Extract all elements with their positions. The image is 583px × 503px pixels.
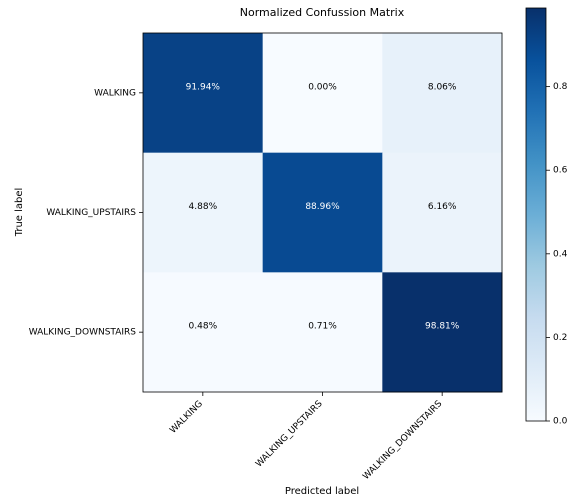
cell-value-label: 6.16% (428, 202, 457, 212)
x-axis-label: Predicted label (285, 486, 359, 497)
y-axis-label: True label (14, 188, 25, 238)
colorbar-tick-label: 0.0 (553, 417, 568, 427)
colorbar-tick-label: 0.4 (553, 249, 568, 259)
heatmap-cell (382, 33, 503, 154)
y-tick-label: WALKING_UPSTAIRS (46, 208, 136, 218)
cell-value-label: 98.81% (425, 322, 460, 332)
colorbar: 0.0 0.2 0.4 0.6 0.8 (525, 7, 568, 427)
heatmap-cell (262, 152, 383, 273)
cell-value-label: 0.00% (308, 82, 337, 92)
colorbar-tick-label: 0.8 (553, 82, 568, 92)
cell-value-label: 91.94% (186, 82, 221, 92)
cell-value-label: 88.96% (305, 202, 340, 212)
heatmap-cell (382, 152, 503, 273)
y-tick-label: WALKING (94, 88, 136, 98)
heatmap-cell (382, 272, 503, 393)
heatmap-cell (143, 152, 264, 273)
cell-value-label: 0.48% (189, 322, 218, 332)
heatmap-cell (262, 272, 383, 393)
x-tick-label: WALKING_UPSTAIRS (254, 399, 325, 470)
cell-value-label: 0.71% (308, 322, 337, 332)
chart-title: Normalized Confussion Matrix (240, 6, 405, 19)
y-axis: WALKING WALKING_UPSTAIRS WALKING_DOWNSTAIR… (29, 88, 143, 338)
colorbar-tick-label: 0.6 (553, 166, 568, 176)
heatmap-cell (143, 272, 264, 393)
cell-value-label: 8.06% (428, 82, 457, 92)
colorbar-ticks: 0.0 0.2 0.4 0.6 0.8 (546, 82, 568, 427)
heatmap-cell-labels: 91.94% 0.00% 8.06% 4.88% 88.96% 6.16% 0.48% 0.7… (186, 82, 460, 331)
x-axis: WALKING WALKING_UPSTAIRS WALKING_DOWNSTAIR… (168, 392, 444, 482)
heatmap-cell (262, 33, 383, 154)
colorbar-gradient (525, 7, 547, 422)
cell-value-label: 4.88% (189, 202, 218, 212)
colorbar-tick-label: 0.2 (553, 333, 567, 343)
y-tick-label: WALKING_DOWNSTAIRS (29, 328, 137, 338)
x-tick-label: WALKING_DOWNSTAIRS (361, 399, 444, 482)
x-tick-label: WALKING (168, 399, 205, 436)
heatmap-cell (143, 33, 264, 154)
heatmap-cells (143, 33, 503, 393)
